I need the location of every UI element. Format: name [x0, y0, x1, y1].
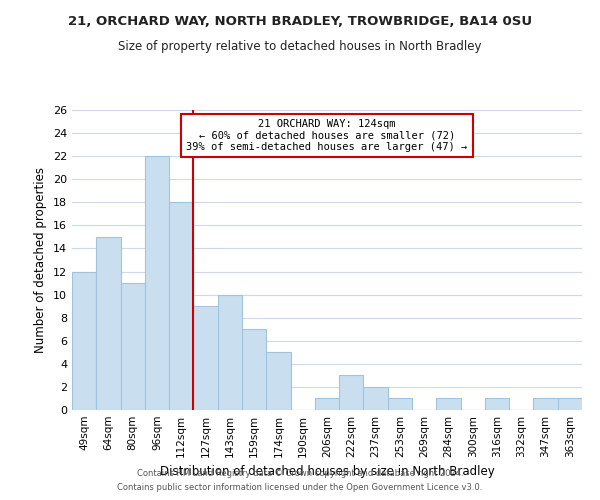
Bar	[145, 156, 169, 410]
X-axis label: Distribution of detached houses by size in North Bradley: Distribution of detached houses by size …	[160, 466, 494, 478]
Bar	[121, 283, 145, 410]
Bar	[533, 398, 558, 410]
Bar	[169, 202, 193, 410]
Y-axis label: Number of detached properties: Number of detached properties	[34, 167, 47, 353]
Bar	[364, 387, 388, 410]
Text: 21, ORCHARD WAY, NORTH BRADLEY, TROWBRIDGE, BA14 0SU: 21, ORCHARD WAY, NORTH BRADLEY, TROWBRID…	[68, 15, 532, 28]
Text: Size of property relative to detached houses in North Bradley: Size of property relative to detached ho…	[118, 40, 482, 53]
Text: Contains HM Land Registry data © Crown copyright and database right 2024.: Contains HM Land Registry data © Crown c…	[137, 468, 463, 477]
Bar	[96, 237, 121, 410]
Bar	[339, 376, 364, 410]
Bar	[193, 306, 218, 410]
Text: Contains public sector information licensed under the Open Government Licence v3: Contains public sector information licen…	[118, 484, 482, 492]
Bar	[218, 294, 242, 410]
Bar	[266, 352, 290, 410]
Bar	[558, 398, 582, 410]
Bar	[485, 398, 509, 410]
Text: 21 ORCHARD WAY: 124sqm
← 60% of detached houses are smaller (72)
39% of semi-det: 21 ORCHARD WAY: 124sqm ← 60% of detached…	[187, 119, 467, 152]
Bar	[72, 272, 96, 410]
Bar	[436, 398, 461, 410]
Bar	[388, 398, 412, 410]
Bar	[315, 398, 339, 410]
Bar	[242, 329, 266, 410]
